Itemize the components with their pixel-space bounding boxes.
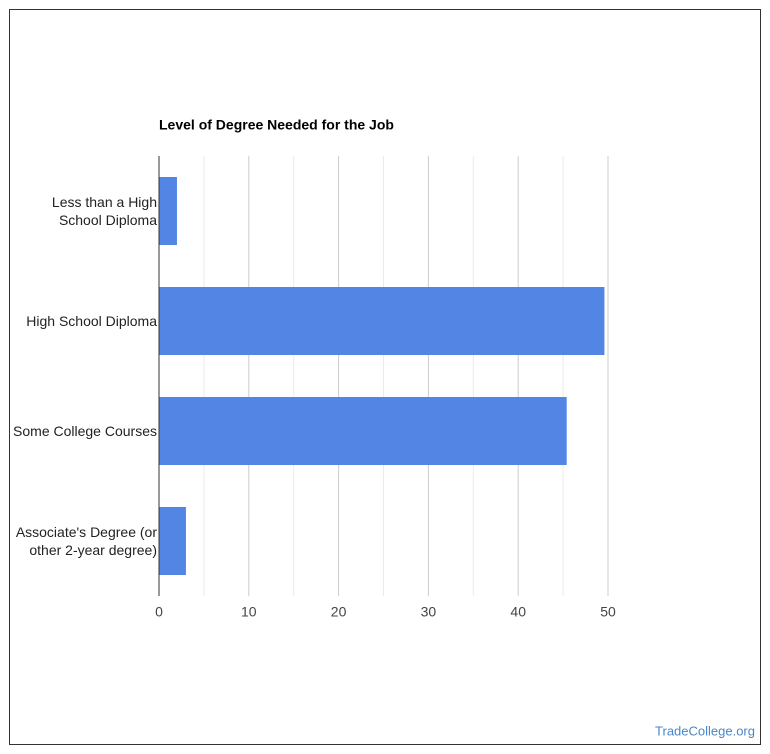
watermark: TradeCollege.org	[655, 723, 755, 738]
bar	[159, 507, 186, 575]
frame	[9, 9, 761, 745]
bar	[159, 177, 177, 245]
x-tick-label: 20	[331, 604, 347, 620]
chart-title: Level of Degree Needed for the Job	[159, 117, 394, 133]
x-tick-label: 0	[155, 604, 163, 620]
y-tick-label: Some College Courses	[13, 423, 157, 439]
bar	[159, 397, 567, 465]
y-tick-label: Associate's Degree (or other 2-year degr…	[15, 524, 157, 558]
x-tick-label: 50	[600, 604, 616, 620]
bar	[159, 287, 605, 355]
x-tick-label: 10	[241, 604, 257, 620]
x-tick-label: 30	[421, 604, 437, 620]
y-tick-label: High School Diploma	[26, 313, 157, 329]
y-tick-label: Less than a High School Diploma	[51, 194, 157, 228]
x-tick-label: 40	[510, 604, 526, 620]
